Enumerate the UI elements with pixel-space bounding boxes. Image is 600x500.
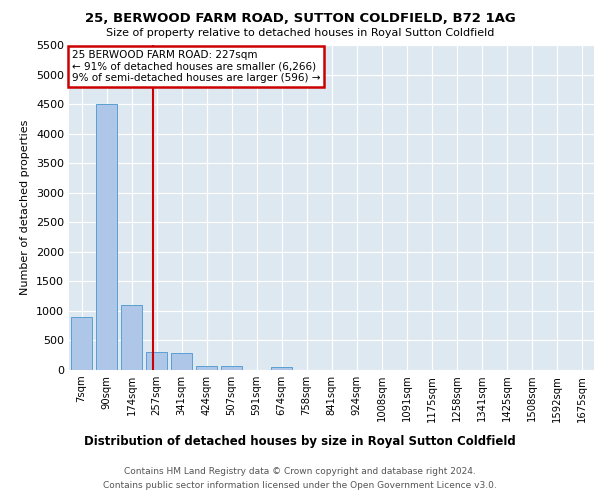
Bar: [271, 367, 292, 370]
Text: Size of property relative to detached houses in Royal Sutton Coldfield: Size of property relative to detached ho…: [106, 28, 494, 38]
Text: 25 BERWOOD FARM ROAD: 227sqm
← 91% of detached houses are smaller (6,266)
9% of : 25 BERWOOD FARM ROAD: 227sqm ← 91% of de…: [71, 50, 320, 83]
Text: Distribution of detached houses by size in Royal Sutton Coldfield: Distribution of detached houses by size …: [84, 434, 516, 448]
Bar: [96, 104, 117, 370]
Bar: [196, 366, 217, 370]
Bar: [221, 366, 242, 370]
Bar: [146, 352, 167, 370]
Bar: [121, 305, 142, 370]
Bar: [71, 317, 92, 370]
Text: 25, BERWOOD FARM ROAD, SUTTON COLDFIELD, B72 1AG: 25, BERWOOD FARM ROAD, SUTTON COLDFIELD,…: [85, 12, 515, 26]
Text: Contains HM Land Registry data © Crown copyright and database right 2024.: Contains HM Land Registry data © Crown c…: [124, 467, 476, 476]
Text: Contains public sector information licensed under the Open Government Licence v3: Contains public sector information licen…: [103, 481, 497, 490]
Y-axis label: Number of detached properties: Number of detached properties: [20, 120, 31, 295]
Bar: [171, 353, 192, 370]
